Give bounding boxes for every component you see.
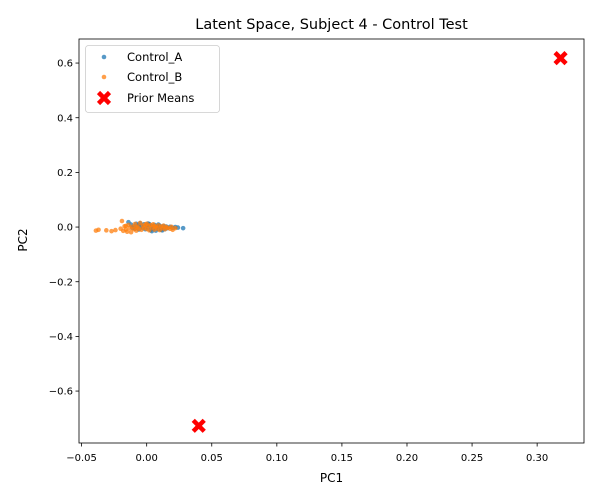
x-tick-label: 0.30	[526, 453, 548, 464]
series-prior-means	[191, 51, 568, 433]
legend-label: Control_A	[127, 50, 182, 64]
data-point	[109, 228, 114, 234]
y-tick-label: −0.4	[49, 332, 73, 343]
y-tick-label: 0.4	[57, 113, 73, 124]
legend-swatch	[101, 54, 107, 60]
y-axis-label: PC2	[16, 228, 30, 251]
x-axis-label: PC1	[320, 471, 343, 485]
data-point	[119, 218, 125, 224]
y-tick-label: −0.6	[49, 387, 73, 398]
data-point	[104, 228, 109, 233]
chart-legend: Control_A Control_B Prior Means	[85, 45, 220, 113]
data-point	[173, 225, 178, 231]
x-tick-label: 0.15	[331, 453, 353, 464]
x-tick-label: 0.10	[266, 453, 288, 464]
prior-mean-marker	[191, 418, 206, 433]
data-point	[113, 227, 118, 233]
x-tick-label: 0.05	[201, 453, 223, 464]
legend-swatch	[96, 90, 112, 106]
x-tick-label: 0.25	[461, 453, 483, 464]
legend-swatch	[101, 74, 107, 80]
legend-label: Prior Means	[127, 91, 194, 105]
legend-label: Control_B	[127, 70, 182, 84]
x-tick-label: 0.00	[136, 453, 158, 464]
prior-mean-marker	[553, 51, 568, 66]
x-tick-label: −0.05	[66, 453, 97, 464]
data-point	[124, 229, 130, 235]
x-tick-label: 0.20	[396, 453, 418, 464]
data-point	[144, 221, 149, 227]
data-point	[128, 229, 134, 235]
y-tick-label: −0.2	[49, 277, 73, 288]
data-point	[152, 223, 157, 229]
y-tick-label: 0.0	[57, 223, 73, 234]
data-point	[123, 223, 129, 229]
data-point	[133, 225, 139, 230]
y-tick-label: 0.6	[57, 59, 73, 70]
series-control-b	[93, 218, 178, 235]
plot-frame	[78, 38, 585, 444]
y-tick-label: 0.2	[57, 168, 73, 179]
plot-area: −0.05 0.00 0.05 0.10 0.15 0.20 0.25 0.30 −0.6 −0.…	[49, 38, 585, 464]
data-point	[180, 225, 186, 231]
chart-title: Latent Space, Subject 4 - Control Test	[195, 17, 468, 33]
legend-box	[85, 45, 220, 113]
data-point	[96, 227, 101, 233]
